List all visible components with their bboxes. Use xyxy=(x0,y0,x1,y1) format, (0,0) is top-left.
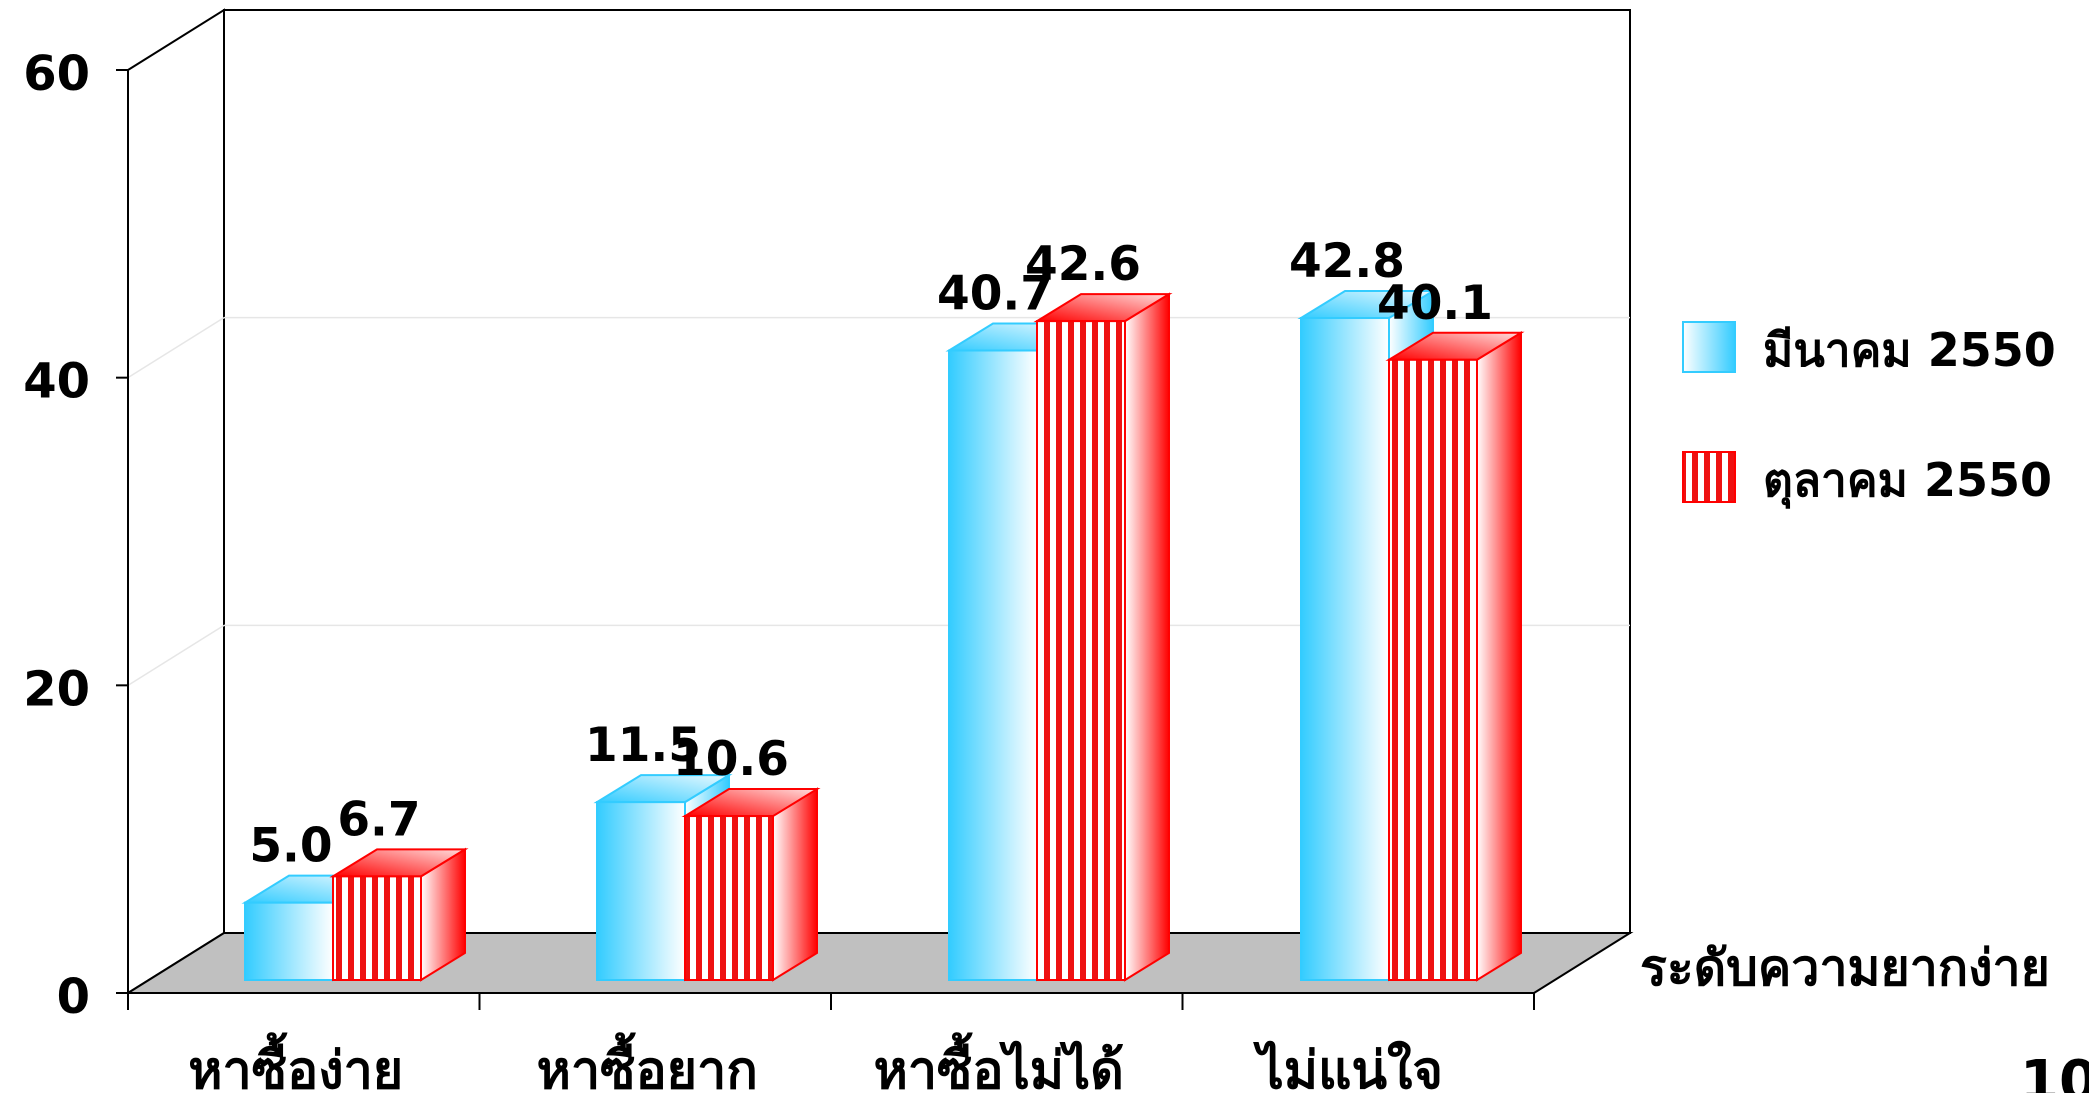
bar-october-4 xyxy=(1385,330,1525,982)
gridline xyxy=(127,317,225,379)
legend: มีนาคม 2550 ตุลาคม 2550 xyxy=(1682,321,2056,509)
bar-front xyxy=(948,349,1038,981)
bar-front xyxy=(332,875,422,982)
data-label: 10.6 xyxy=(673,732,789,787)
bar-side xyxy=(772,787,818,982)
bar-front xyxy=(1036,320,1126,981)
bar-october-1 xyxy=(329,847,469,982)
category-label: หาซื้อไม่ได้ xyxy=(874,1032,1124,1093)
legend-swatch-series-1 xyxy=(1682,321,1736,373)
data-label: 6.7 xyxy=(337,792,420,847)
legend-swatch-series-2 xyxy=(1682,451,1736,503)
y-tick-label: 40 xyxy=(23,354,90,410)
bar-front xyxy=(1300,317,1390,981)
x-axis-title: ระดับความยากง่าย xyxy=(1640,939,2050,997)
bar-october-2 xyxy=(681,787,821,982)
bar-front xyxy=(244,901,334,982)
y-axis-ticks: 0 20 40 60 xyxy=(23,46,128,1025)
bar-front xyxy=(596,801,686,982)
bar-side xyxy=(1124,292,1170,982)
bars xyxy=(241,289,1525,982)
y-tick-label: 0 xyxy=(57,969,90,1025)
y-tick-label: 20 xyxy=(23,661,90,717)
data-label: 5.0 xyxy=(249,819,332,874)
category-label: หาซื้อยาก xyxy=(537,1032,758,1093)
data-label: 11.5 xyxy=(585,718,701,773)
category-labels: หาซื้อง่าย หาซื้อยาก หาซื้อไม่ได้ ไม่แน่ใจ xyxy=(188,1032,1443,1093)
bar-front xyxy=(1388,358,1478,981)
y-tick-label: 60 xyxy=(23,46,90,102)
data-label: 40.1 xyxy=(1377,276,1493,331)
legend-label-series-1: มีนาคม 2550 xyxy=(1763,323,2056,377)
data-label: 42.6 xyxy=(1025,237,1141,292)
bar-front xyxy=(684,815,774,982)
plot-side-wall xyxy=(127,8,225,995)
data-label: 40.7 xyxy=(937,267,1053,322)
page-number: 10 xyxy=(2020,1049,2089,1093)
category-label: หาซื้อง่าย xyxy=(188,1032,403,1093)
legend-label-series-2: ตุลาคม 2550 xyxy=(1763,453,2052,509)
category-label: ไม่แน่ใจ xyxy=(1253,1040,1443,1093)
x-axis-ticks xyxy=(127,993,1535,1010)
gridline xyxy=(127,624,225,686)
bar-side xyxy=(1476,330,1522,982)
bar-october-3 xyxy=(1033,292,1173,982)
data-labels: 5.0 6.7 11.510.6 40.742.6 42.840.1 xyxy=(249,234,1493,874)
data-label: 42.8 xyxy=(1289,234,1405,289)
